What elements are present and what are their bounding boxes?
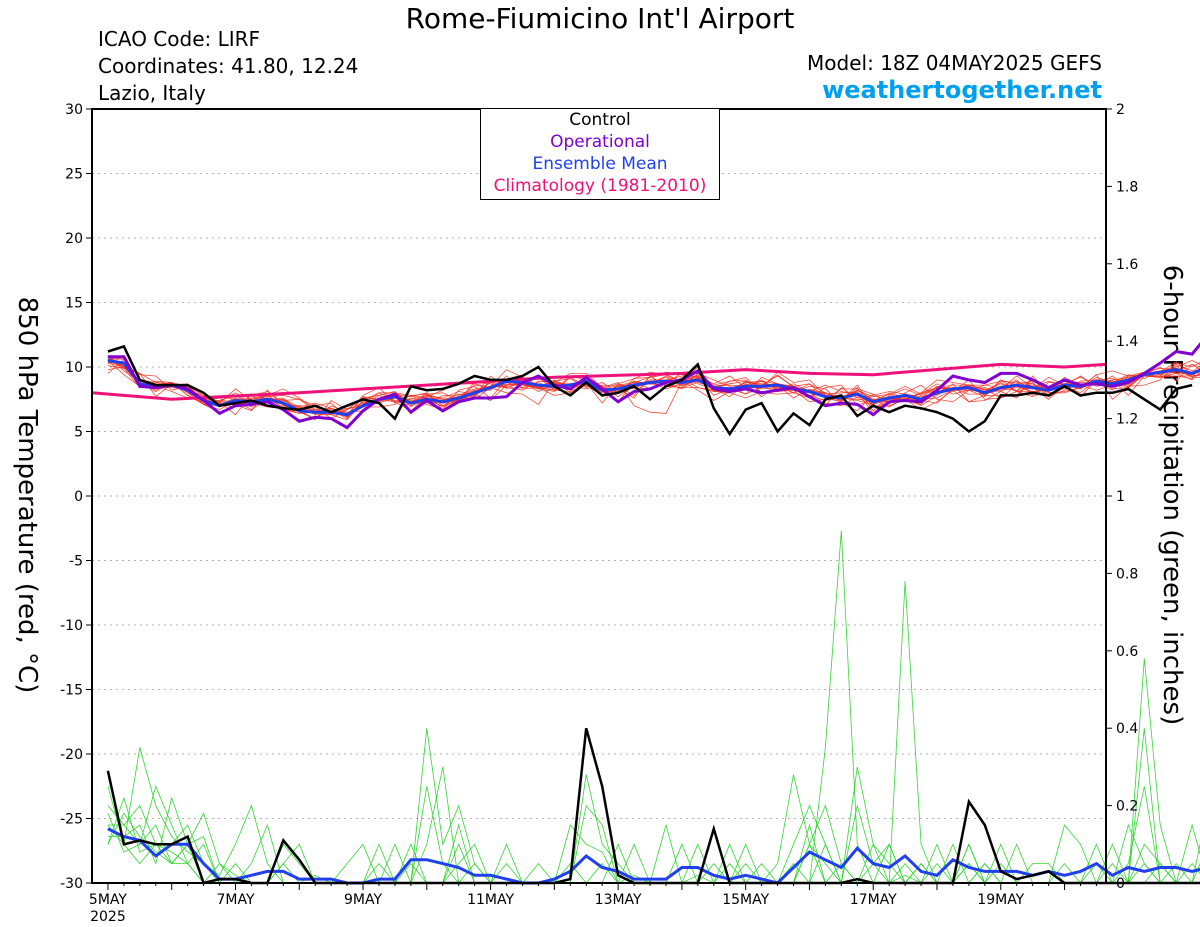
y-left-tick-label-3: 15: [65, 296, 83, 312]
y-left-tick-label-0: 30: [65, 102, 83, 118]
y-right-tick-label-0: 2: [1116, 102, 1125, 118]
x-year-label: 2025: [90, 909, 126, 925]
legend: Control Operational Ensemble Mean Climat…: [480, 108, 720, 200]
y-right-tick-label-6: 0.8: [1116, 566, 1138, 582]
y-left-tick-label-11: -25: [60, 812, 83, 828]
y-right-tick-label-2: 1.6: [1116, 257, 1138, 273]
precip-member-2: [107, 581, 1200, 885]
region: Lazio, Italy: [98, 81, 206, 105]
legend-control: Control: [569, 110, 631, 130]
site-link[interactable]: weathertogether.net: [822, 76, 1102, 104]
precip-member-3: [107, 774, 1200, 884]
y-left-tick-label-2: 20: [65, 231, 83, 247]
grid-lines: [92, 173, 1106, 819]
legend-operational: Operational: [550, 132, 650, 152]
x-tick-label-7: 19MAY: [977, 892, 1024, 908]
y-right-tick-label-5: 1: [1116, 489, 1125, 505]
legend-ensemble-mean: Ensemble Mean: [532, 154, 668, 174]
coordinates: Coordinates: 41.80, 12.24: [98, 54, 359, 78]
y-right-tick-label-3: 1.4: [1116, 334, 1138, 350]
precip-member-1: [107, 530, 1200, 884]
x-tick-label-0: 5MAY: [89, 892, 127, 908]
y-left-tick-label-10: -20: [60, 747, 83, 763]
y-right-tick-label-4: 1.2: [1116, 412, 1138, 428]
y-left-tick-label-9: -15: [60, 683, 83, 699]
temp-control-line: [107, 344, 1193, 437]
y-left-tick-label-1: 25: [65, 167, 83, 183]
precip-member-6: [107, 766, 1200, 885]
x-tick-label-3: 11MAY: [467, 892, 514, 908]
y-left-tick-label-4: 10: [65, 360, 83, 376]
x-tick-label-1: 7MAY: [216, 892, 254, 908]
model-run: Model: 18Z 04MAY2025 GEFS: [807, 51, 1102, 75]
temp-operational-line: [107, 342, 1200, 430]
y-left-tick-label-5: 5: [74, 425, 83, 441]
y-left-tick-label-12: -30: [60, 876, 83, 892]
y-left-tick-label-7: -5: [69, 554, 83, 570]
x-tick-label-5: 15MAY: [722, 892, 769, 908]
axes-layer: 302520151050-5-10-15-20-25-3021.81.61.41…: [60, 102, 1138, 925]
y-right-tick-label-1: 1.8: [1116, 179, 1138, 195]
x-tick-label-2: 9MAY: [344, 892, 382, 908]
series-layer: [91, 342, 1200, 885]
page-title: Rome-Fiumicino Int'l Airport: [405, 2, 795, 35]
y-right-tick-label-7: 0.6: [1116, 644, 1138, 660]
icao-code: ICAO Code: LIRF: [98, 27, 261, 51]
y-left-tick-label-6: 0: [74, 489, 83, 505]
x-tick-label-6: 17MAY: [850, 892, 897, 908]
y-left-tick-label-8: -10: [60, 618, 83, 634]
y-right-tick-label-9: 0.2: [1116, 799, 1138, 815]
y-right-tick-label-8: 0.4: [1116, 721, 1138, 737]
precip-member-4: [107, 728, 1200, 885]
legend-climatology: Climatology (1981-2010): [493, 176, 707, 196]
climatology-line: [91, 362, 1107, 401]
x-tick-label-4: 13MAY: [595, 892, 642, 908]
precip-control-line: [106, 727, 1200, 885]
y-right-tick-label-10: 0: [1116, 876, 1125, 892]
plot-frame: [91, 108, 1107, 884]
